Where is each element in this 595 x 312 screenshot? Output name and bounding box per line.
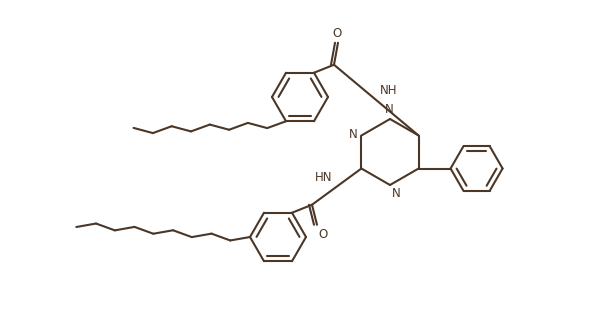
Text: N: N	[392, 187, 401, 200]
Text: HN: HN	[315, 171, 333, 184]
Text: O: O	[318, 228, 327, 241]
Text: N: N	[349, 128, 358, 141]
Text: N: N	[384, 103, 393, 116]
Text: O: O	[333, 27, 342, 40]
Text: NH: NH	[380, 84, 398, 97]
